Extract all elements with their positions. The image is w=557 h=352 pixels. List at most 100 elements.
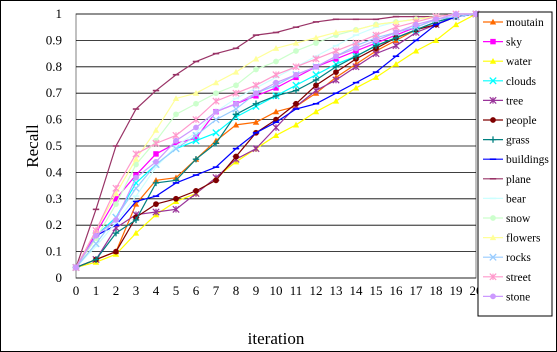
data-point-sky — [193, 135, 199, 141]
y-tick-labels: 0 0.1 0.2 0.3 0.4 0.5 0.6 0.7 0.8 0.9 1 — [46, 6, 63, 285]
data-point-street — [272, 71, 280, 79]
legend-item-flowers: flowers — [483, 233, 541, 245]
data-point-street — [152, 139, 160, 147]
legend-label: plane — [506, 174, 531, 186]
data-point-street — [192, 115, 200, 124]
data-point-tree — [172, 205, 180, 213]
x-tick-label: 2 — [113, 283, 120, 298]
x-tick-label: 10 — [270, 283, 283, 298]
data-point-grass — [352, 53, 360, 60]
legend-label: street — [506, 272, 532, 284]
data-point-stone — [113, 217, 119, 223]
data-point-stone — [473, 11, 479, 17]
legend-box — [477, 11, 553, 317]
data-point-moutain — [132, 200, 140, 207]
data-point-street — [132, 150, 140, 158]
legend-item-sky: sky — [483, 37, 522, 49]
data-point-stone — [353, 45, 359, 52]
data-point-grass — [372, 42, 380, 49]
data-point-flowers — [312, 34, 320, 41]
legend-item-street: street — [483, 272, 532, 284]
data-point-water — [332, 97, 340, 104]
x-tick-label: 14 — [350, 283, 364, 298]
x-tick-label: 0 — [73, 283, 80, 298]
data-point-sky — [113, 196, 119, 202]
data-point-street — [312, 55, 320, 63]
legend-label: tree — [506, 95, 523, 107]
data-point-rocks — [92, 240, 100, 248]
data-point-water — [432, 37, 440, 43]
legend-item-moutain: moutain — [483, 17, 544, 29]
y-tick-label: 0.9 — [46, 32, 62, 47]
legend-label: rocks — [506, 252, 531, 264]
x-tick-label: 7 — [213, 283, 220, 298]
data-point-water — [132, 229, 140, 236]
data-point-tree — [252, 145, 260, 153]
legend-label: snow — [506, 213, 531, 225]
legend-label: grass — [506, 135, 530, 147]
legend: moutain sky water clouds tree people grass buil… — [477, 11, 553, 317]
legend-marker-flowers — [489, 234, 497, 241]
data-point-snow — [133, 161, 139, 168]
data-point-tree — [372, 49, 380, 58]
legend-label: flowers — [506, 233, 541, 245]
data-point-stone — [433, 16, 439, 23]
data-point-clouds — [292, 81, 300, 89]
x-tick-label: 15 — [370, 283, 383, 298]
data-point-street — [352, 39, 360, 47]
data-point-rocks — [232, 105, 240, 113]
data-point-snow — [313, 40, 319, 46]
y-tick-label: 0.3 — [46, 191, 62, 206]
legend-marker-stone — [490, 293, 496, 300]
series-stone — [73, 11, 479, 271]
x-tick-label: 16 — [390, 283, 404, 298]
x-tick-label: 5 — [173, 283, 180, 298]
data-point-flowers — [392, 18, 400, 25]
data-point-snow — [193, 100, 199, 107]
legend-label: sky — [506, 37, 522, 49]
data-point-snow — [273, 58, 279, 65]
data-point-stone — [373, 37, 379, 44]
data-point-grass — [112, 229, 120, 237]
legend-marker-sky — [490, 38, 496, 45]
x-axis-title: iteration — [248, 329, 305, 348]
data-point-moutain — [272, 108, 280, 115]
x-tick-label: 17 — [410, 283, 424, 298]
data-point-stone — [293, 71, 299, 78]
legend-item-people: people — [483, 115, 537, 127]
x-tick-labels: 0 1 2 3 4 5 6 7 8 9 10 11 12 13 14 15 16 17 18 19 20 — [73, 283, 483, 298]
data-point-water — [392, 60, 400, 67]
data-point-tree — [272, 123, 280, 132]
data-point-flowers — [172, 95, 180, 102]
data-point-rocks — [172, 144, 180, 153]
data-point-street — [392, 23, 400, 31]
y-tick-label: 0.1 — [46, 244, 62, 259]
legend-label: people — [506, 115, 537, 127]
data-point-stone — [93, 232, 99, 239]
legend-item-buildings: buildings — [483, 154, 549, 166]
data-point-people — [153, 201, 159, 207]
data-point-stone — [213, 108, 219, 115]
data-point-people — [113, 248, 119, 255]
data-point-stone — [413, 21, 419, 28]
data-point-snow — [233, 82, 239, 89]
data-point-street — [232, 89, 240, 97]
data-point-street — [92, 226, 100, 235]
data-point-snow — [253, 66, 259, 73]
data-point-people — [293, 100, 299, 107]
data-point-grass — [332, 63, 340, 70]
legend-item-rocks: rocks — [483, 252, 531, 264]
legend-item-bear: bear — [483, 193, 526, 205]
data-point-grass — [152, 179, 160, 187]
series-lines — [72, 10, 480, 272]
data-point-stone — [153, 158, 159, 165]
data-point-snow — [173, 111, 179, 118]
legend-item-plane: plane — [483, 174, 531, 186]
data-point-grass — [292, 87, 300, 94]
data-point-stone — [333, 53, 339, 60]
legend-item-clouds: clouds — [483, 76, 537, 88]
data-point-grass — [252, 100, 260, 107]
data-point-moutain — [252, 119, 260, 125]
legend-item-tree: tree — [483, 95, 523, 107]
